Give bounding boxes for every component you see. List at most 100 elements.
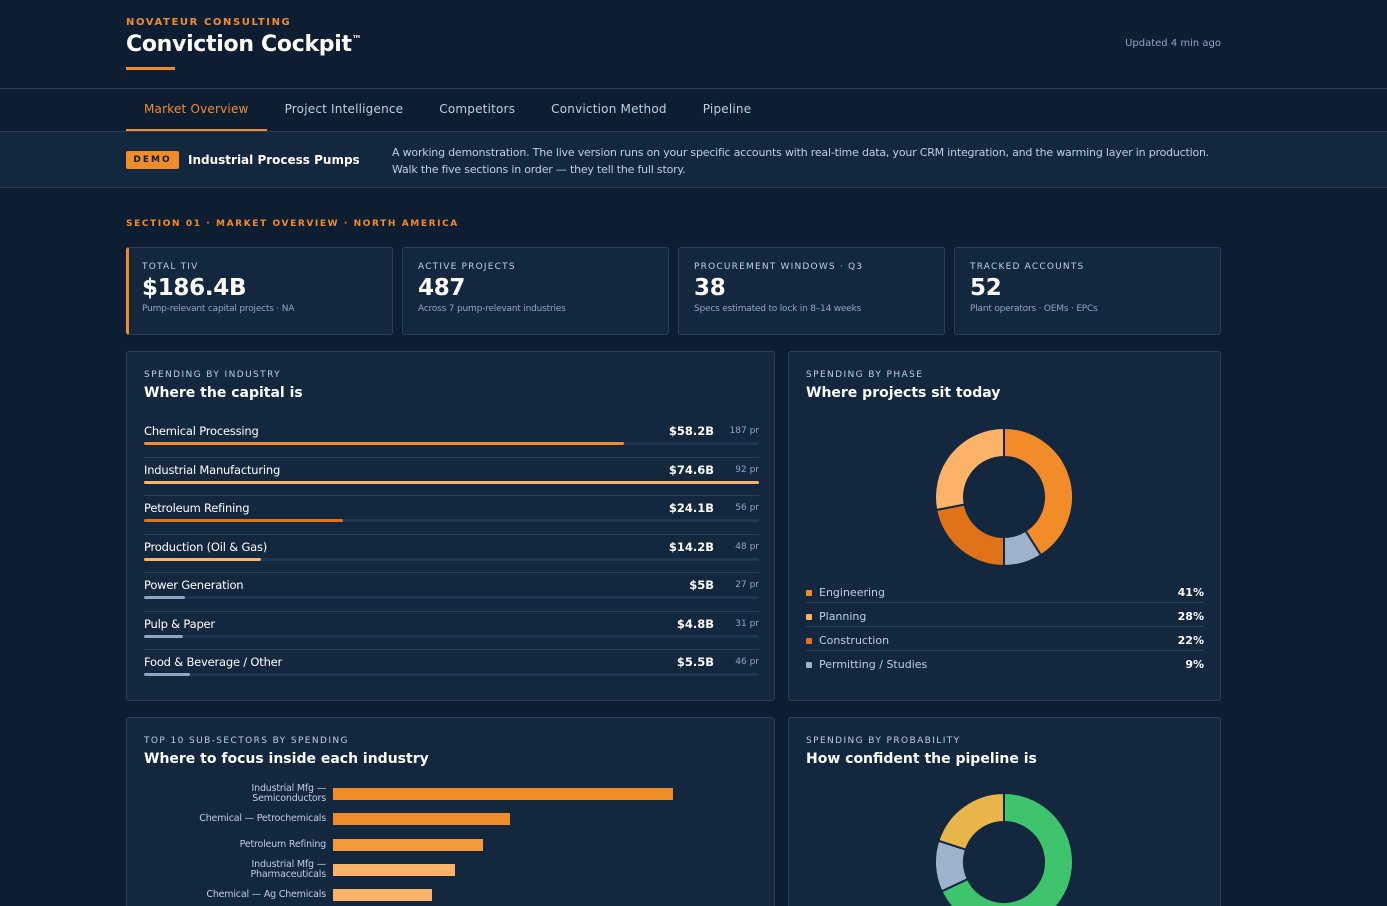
brand-name: NOVATEUR CONSULTING	[126, 17, 292, 28]
industry-value: $4.8B	[676, 616, 714, 631]
legend-value: 9%	[1185, 658, 1204, 671]
kpi-value: $186.4B	[142, 275, 247, 301]
panel-eyebrow: SPENDING BY PHASE	[806, 370, 924, 380]
panel-title: Where projects sit today	[806, 385, 1001, 401]
industry-bar-fill	[144, 673, 190, 676]
kpi-label: ACTIVE PROJECTS	[418, 262, 516, 272]
subsector-bar-chart: Industrial Mfg — Semiconductors Chemical —…	[127, 718, 776, 906]
subsector-bar	[333, 813, 510, 825]
legend-value: 28%	[1177, 610, 1204, 623]
industry-bar-track	[144, 634, 759, 638]
subsector-label: Chemical — Ag Chemicals	[206, 889, 326, 900]
kpi-label: TOTAL TIV	[142, 262, 199, 272]
legend-swatch	[806, 614, 812, 620]
demo-description: A working demonstration. The live versio…	[392, 146, 1210, 176]
industry-spending-panel: SPENDING BY INDUSTRY Where the capital i…	[126, 351, 775, 701]
tab-competitors[interactable]: Competitors	[439, 102, 516, 116]
industry-bar-track	[144, 480, 759, 484]
industry-value: $58.2B	[668, 424, 714, 438]
industry-bar-track	[144, 557, 759, 561]
subsector-label: Industrial Mfg — Pharmaceuticals	[250, 859, 327, 880]
subsector-bar	[333, 864, 456, 876]
row-divider	[144, 533, 759, 535]
industry-bar-fill	[144, 596, 186, 599]
row-divider	[806, 602, 1204, 603]
industry-row[interactable]: Industrial Manufacturing $74.6B 92 pr	[144, 456, 759, 501]
demo-banner	[0, 132, 1387, 188]
industry-bar-fill	[144, 557, 261, 561]
legend-label: Permitting / Studies	[819, 658, 928, 671]
industry-bar-fill	[144, 634, 184, 638]
donut-slice-engineering	[1003, 426, 1074, 557]
industry-value: $24.1B	[668, 501, 714, 515]
tab-pipeline[interactable]: Pipeline	[702, 102, 752, 116]
panel-eyebrow: SPENDING BY INDUSTRY	[144, 370, 282, 380]
tab-bar: Market Overview Project Intelligence Com…	[126, 89, 769, 131]
demo-product-name: Industrial Process Pumps	[188, 153, 360, 167]
tabs-divider	[0, 131, 1387, 132]
panel-eyebrow: TOP 10 SUB-SECTORS BY SPENDING	[144, 736, 349, 746]
tab-conviction-method[interactable]: Conviction Method	[551, 102, 667, 116]
kpi-card-tracked-accounts: TRACKED ACCOUNTS 52 Plant operators · OE…	[954, 247, 1221, 335]
industry-row[interactable]: Chemical Processing $58.2B 187 pr	[144, 424, 759, 462]
industry-bar-fill	[144, 480, 759, 484]
industry-row[interactable]: Food & Beverage / Other $5.5B 46 pr	[144, 649, 759, 693]
panel-title: Where to focus inside each industry	[144, 751, 429, 767]
legend-swatch	[806, 662, 812, 668]
subsector-bar	[333, 839, 483, 851]
industry-bar-track	[144, 673, 759, 676]
industry-bar-track	[144, 519, 759, 522]
panel-title: How confident the pipeline is	[806, 751, 1037, 767]
industry-bar-track	[144, 596, 759, 599]
industry-project-count: 27 pr	[735, 580, 759, 590]
kpi-subtext: Plant operators · OEMs · EPCs	[970, 304, 1098, 314]
kpi-card-active-projects: ACTIVE PROJECTS 487 Across 7 pump-releva…	[402, 247, 669, 335]
phase-donut-chart	[934, 426, 1074, 568]
legend-swatch	[806, 638, 812, 644]
row-divider	[144, 610, 759, 612]
industry-value: $5B	[689, 578, 714, 592]
industry-name: Production (Oil & Gas)	[144, 539, 268, 554]
phase-spending-panel: SPENDING BY PHASE Where projects sit tod…	[788, 351, 1221, 701]
subsector-label: Chemical — Petrochemicals	[199, 813, 326, 824]
industry-name: Power Generation	[144, 578, 244, 592]
industry-name: Industrial Manufacturing	[144, 462, 281, 477]
legend-value: 41%	[1177, 586, 1204, 599]
updated-timestamp: Updated 4 min ago	[1125, 38, 1221, 49]
title-underline	[126, 67, 175, 70]
industry-bar-fill	[144, 442, 624, 445]
legend-item: Planning 28%	[806, 610, 1204, 634]
trademark-symbol: ™	[351, 34, 362, 46]
panel-title: Where the capital is	[144, 385, 303, 401]
kpi-card-procurement-windows: PROCUREMENT WINDOWS · Q3 38 Specs estima…	[678, 247, 945, 335]
kpi-label: TRACKED ACCOUNTS	[970, 262, 1085, 272]
industry-row[interactable]: Petroleum Refining $24.1B 56 pr	[144, 495, 759, 539]
kpi-label: PROCUREMENT WINDOWS · Q3	[694, 262, 864, 272]
subsector-label: Industrial Mfg — Semiconductors	[251, 783, 327, 804]
demo-badge: DEMO	[126, 151, 179, 169]
header-divider	[0, 88, 1387, 89]
kpi-value: 38	[694, 275, 726, 301]
industry-project-count: 187 pr	[729, 426, 759, 436]
kpi-card-total-tiv: TOTAL TIV $186.4B Pump-relevant capital …	[126, 247, 393, 335]
subsector-bar	[333, 889, 432, 901]
industry-name: Food & Beverage / Other	[144, 655, 283, 669]
donut-slice-low	[937, 791, 1005, 851]
industry-row[interactable]: Power Generation $5B 27 pr	[144, 572, 759, 616]
industry-value: $14.2B	[668, 539, 714, 554]
legend-item: Permitting / Studies 9%	[806, 658, 1204, 682]
legend-value: 22%	[1177, 634, 1204, 647]
donut-slice-planning	[934, 426, 1005, 512]
industry-name: Pulp & Paper	[144, 616, 215, 631]
industry-row[interactable]: Production (Oil & Gas) $14.2B 48 pr	[144, 533, 759, 578]
donut-slice-construction	[935, 503, 1005, 568]
industry-project-count: 31 pr	[735, 618, 759, 629]
kpi-subtext: Pump-relevant capital projects · NA	[142, 304, 295, 314]
tab-market-overview[interactable]: Market Overview	[126, 89, 267, 131]
tab-project-intelligence[interactable]: Project Intelligence	[284, 102, 404, 116]
page-title: Conviction Cockpit™	[126, 32, 362, 57]
probability-donut-chart	[934, 791, 1074, 906]
industry-row[interactable]: Pulp & Paper $4.8B 31 pr	[144, 610, 759, 655]
row-divider	[144, 495, 759, 496]
industry-project-count: 92 pr	[735, 464, 759, 475]
